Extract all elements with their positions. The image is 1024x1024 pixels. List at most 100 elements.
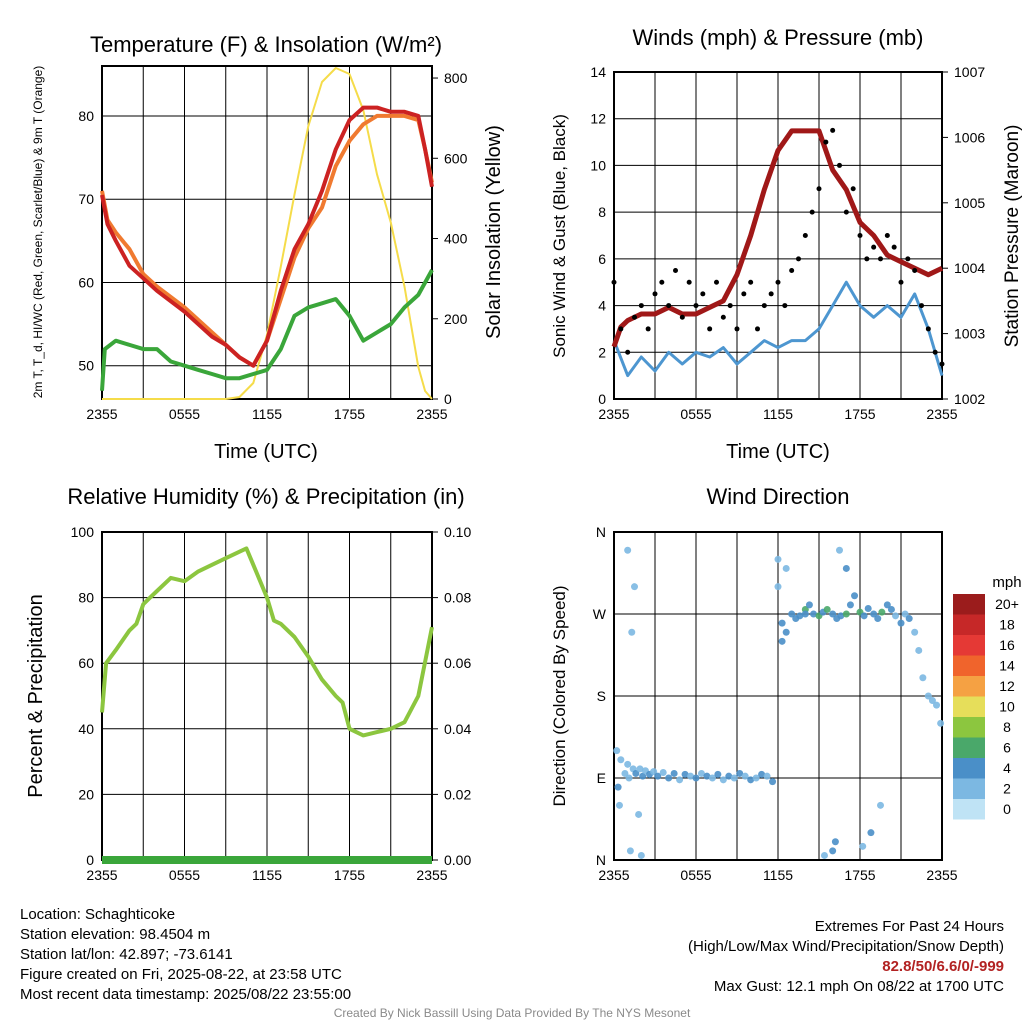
- y2-tick-label: 0.10: [444, 524, 471, 540]
- y-tick-label: 20: [78, 786, 94, 802]
- gust-point: [727, 303, 733, 309]
- y-tick-label: 60: [78, 655, 94, 671]
- y-tick-label: N: [596, 852, 606, 868]
- legend-label: 10: [999, 699, 1015, 715]
- direction-point: [851, 592, 859, 600]
- temperature-xlabel: Time (UTC): [214, 441, 318, 463]
- heat-index-line: [100, 113, 434, 368]
- gust-point: [714, 279, 719, 285]
- y2-tick-label: 200: [444, 311, 468, 327]
- direction-point: [714, 770, 722, 778]
- max-gust: Max Gust: 12.1 mph On 08/22 at 1700 UTC: [713, 978, 1004, 995]
- gust-point: [673, 268, 678, 274]
- direction-point: [687, 772, 695, 780]
- gust-point: [652, 291, 658, 297]
- gust-point: [850, 186, 856, 192]
- legend-swatch: [953, 778, 985, 799]
- y-tick-label: 6: [598, 251, 606, 267]
- direction-point: [823, 605, 831, 613]
- y2-tick-label: 0: [444, 391, 452, 407]
- legend-label: 18: [999, 617, 1015, 633]
- direction-point: [887, 605, 895, 613]
- y2-tick-label: 800: [444, 70, 468, 86]
- legend-swatch: [953, 655, 985, 676]
- legend-label: 14: [999, 658, 1015, 674]
- gust-point: [666, 303, 672, 309]
- x-tick-label: 1755: [844, 867, 875, 883]
- gust-point: [720, 314, 726, 320]
- direction-point: [911, 628, 919, 636]
- y2-tick-label: 1007: [954, 64, 985, 80]
- direction-point: [933, 701, 941, 709]
- direction-point: [877, 801, 884, 809]
- gust-point: [789, 268, 795, 274]
- gust-point: [891, 244, 897, 250]
- direction-point: [635, 810, 643, 818]
- legend-swatch: [953, 758, 985, 779]
- gust-point: [761, 303, 767, 309]
- gust-point: [645, 326, 651, 332]
- gust-point: [632, 314, 637, 320]
- y-tick-label: 60: [78, 274, 94, 290]
- direction-point: [924, 692, 932, 700]
- direction-point: [741, 772, 749, 780]
- direction-point: [874, 615, 882, 623]
- direction-point: [670, 769, 678, 777]
- direction-point: [831, 838, 839, 846]
- gust-point: [611, 279, 617, 285]
- y2-tick-label: 1005: [954, 195, 985, 211]
- temperature-line: [100, 105, 434, 368]
- wind-direction-title: Wind Direction: [706, 484, 849, 509]
- direction-point: [614, 783, 622, 791]
- legend-swatch: [953, 737, 985, 758]
- y-tick-label: 80: [78, 108, 94, 124]
- y2-tick-label: 0.02: [444, 786, 471, 802]
- speed-legend-title: mph: [992, 574, 1021, 591]
- winds-ticks: 2355 0555 1155 1755 235502468101214100210031…: [590, 64, 985, 422]
- winds-series: [611, 127, 945, 378]
- temperature-ylabel-right: Solar Insolation (Yellow): [483, 125, 505, 339]
- direction-point: [788, 610, 796, 618]
- legend-label: 0: [1003, 801, 1011, 817]
- x-tick-label: 1155: [252, 406, 282, 422]
- gust-point: [830, 127, 836, 133]
- gust-point: [741, 291, 747, 297]
- station-elevation: Station elevation: 98.4504 m: [20, 926, 211, 943]
- gust-point: [748, 279, 754, 285]
- gust-point: [638, 303, 644, 309]
- x-tick-label: 2355: [598, 867, 629, 883]
- direction-point: [725, 772, 733, 780]
- y2-tick-label: 600: [444, 150, 468, 166]
- direction-point: [864, 605, 872, 613]
- legend-label: 6: [1003, 740, 1011, 756]
- direction-point: [628, 628, 636, 636]
- direction-point: [637, 851, 645, 859]
- direction-point: [836, 546, 843, 554]
- winds-xlabel: Time (UTC): [726, 441, 830, 463]
- wind-direction-grid: [613, 531, 943, 861]
- wind-direction-points: [613, 546, 945, 859]
- wind-direction-panel: Wind Direction 2355 0555 1155 1755 2355NESWN…: [550, 484, 958, 883]
- x-tick-label: 2355: [86, 867, 117, 883]
- credit-line: Created By Nick Bassill Using Data Provi…: [333, 1006, 691, 1020]
- dewpoint-line: [100, 269, 434, 391]
- direction-point: [782, 628, 790, 636]
- sonic-wind-line: [612, 280, 944, 378]
- direction-point: [829, 847, 837, 855]
- gust-point: [939, 361, 945, 367]
- gust-point: [755, 326, 760, 332]
- direction-point: [625, 774, 633, 782]
- gust-point: [700, 291, 706, 297]
- x-tick-label: 0555: [169, 867, 200, 883]
- direction-point: [782, 564, 790, 572]
- x-tick-label: 2355: [926, 406, 957, 422]
- gust-point: [775, 279, 781, 285]
- humidity-series: [100, 546, 434, 864]
- gust-point: [686, 279, 692, 285]
- y-tick-label: N: [596, 524, 606, 540]
- pressure-line: [611, 128, 944, 348]
- legend-label: 2: [1003, 781, 1011, 797]
- x-tick-label: 2355: [416, 867, 447, 883]
- direction-point: [846, 601, 854, 609]
